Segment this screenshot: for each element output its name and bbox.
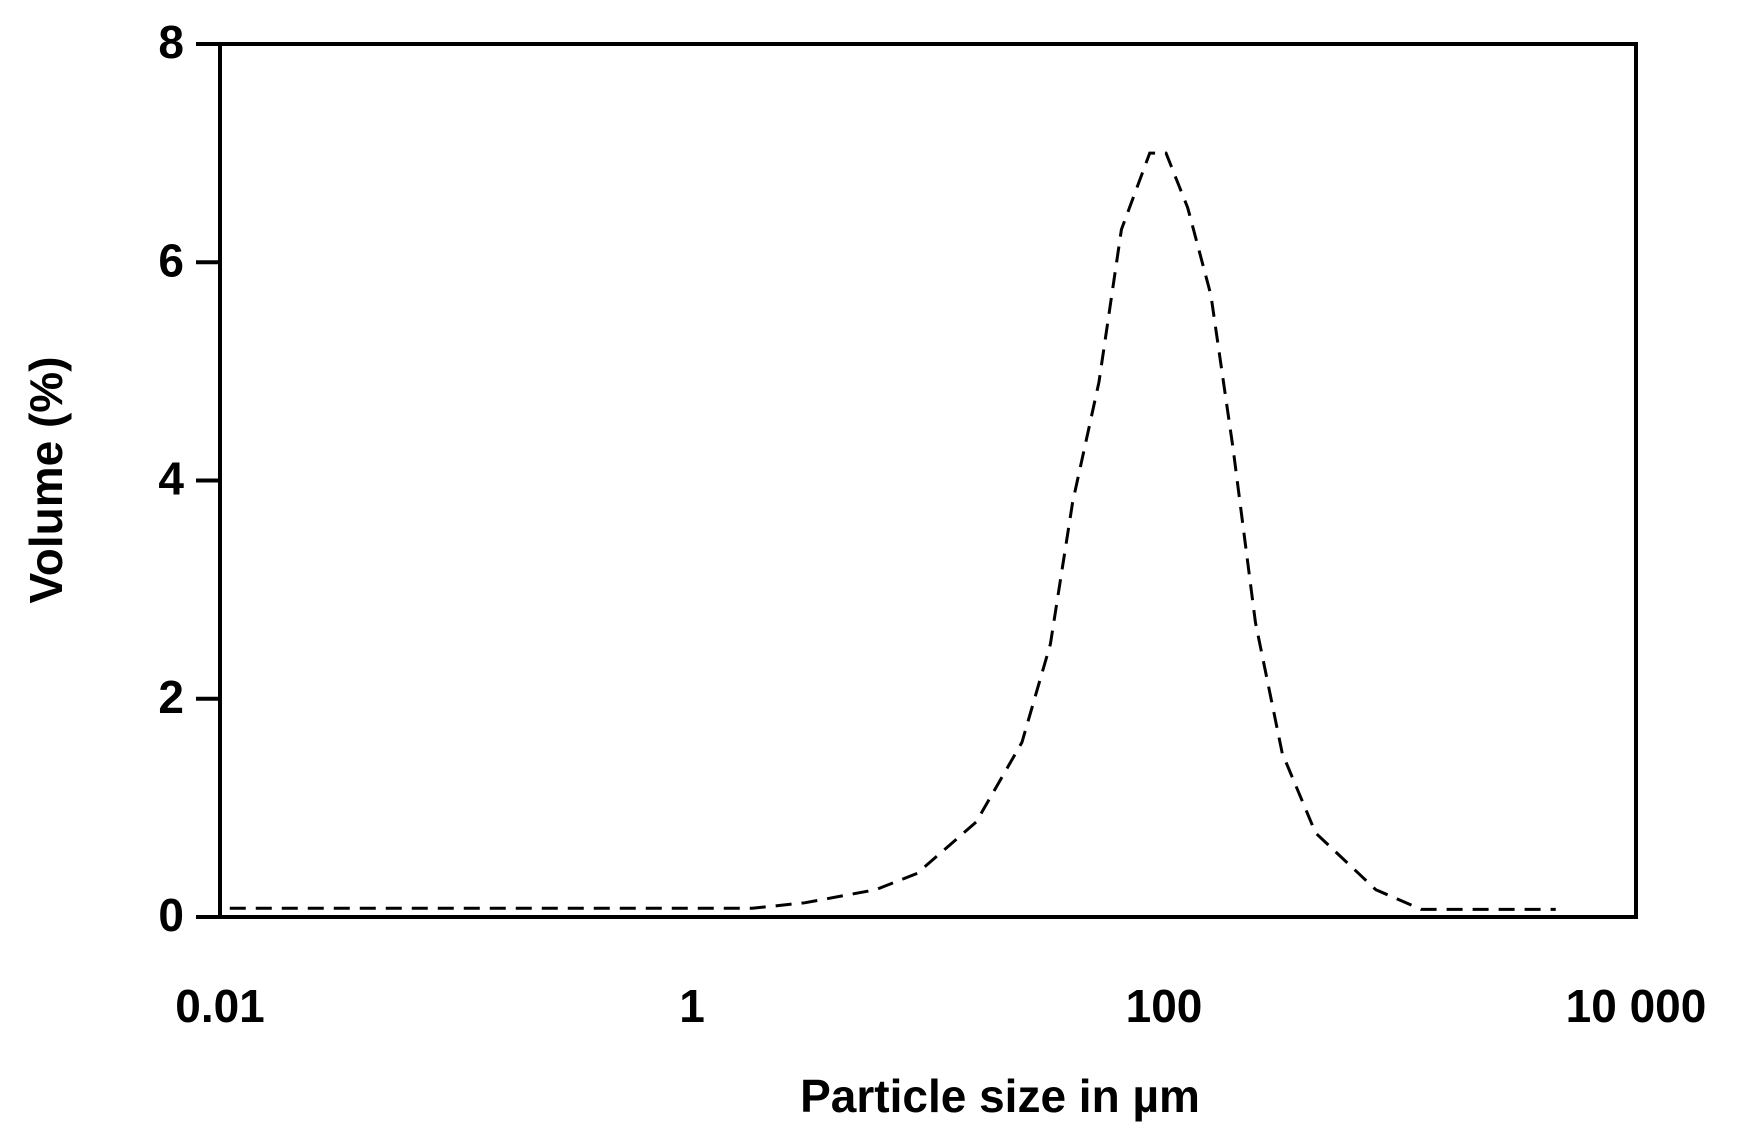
x-tick-label: 0.01 xyxy=(175,980,265,1032)
y-tick-label: 4 xyxy=(158,453,184,505)
data-line xyxy=(229,151,1556,911)
y-axis-label: Volume (%) xyxy=(20,356,72,603)
y-tick-label: 2 xyxy=(158,671,184,723)
x-axis-label: Particle size in µm xyxy=(800,1070,1200,1122)
plot-frame xyxy=(218,42,1638,919)
y-tick-label: 6 xyxy=(158,234,184,286)
y-tick-label: 8 xyxy=(158,16,184,68)
x-tick-label: 100 xyxy=(1126,980,1203,1032)
y-tick-label: 0 xyxy=(158,889,184,941)
x-tick-label: 10 000 xyxy=(1566,980,1707,1032)
x-tick-label: 1 xyxy=(679,980,705,1032)
